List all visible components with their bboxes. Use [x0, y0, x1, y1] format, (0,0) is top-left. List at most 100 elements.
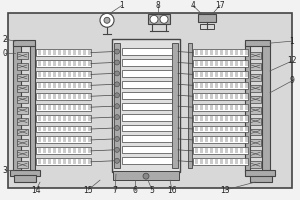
Bar: [10, 170, 40, 176]
Bar: [13, 40, 35, 46]
Bar: [230, 50, 233, 55]
Bar: [245, 116, 248, 121]
Bar: [210, 61, 213, 66]
Bar: [225, 72, 228, 77]
Bar: [205, 105, 208, 110]
Bar: [205, 50, 208, 55]
Bar: [68, 127, 71, 131]
Bar: [193, 49, 248, 56]
Bar: [17, 85, 28, 92]
Bar: [193, 136, 248, 143]
Bar: [220, 94, 223, 99]
Bar: [48, 50, 51, 55]
Bar: [58, 105, 61, 110]
Bar: [53, 61, 56, 66]
Circle shape: [150, 15, 158, 23]
Bar: [38, 94, 41, 99]
Bar: [193, 126, 248, 132]
Bar: [38, 50, 41, 55]
Bar: [210, 148, 213, 153]
Bar: [78, 137, 81, 142]
Bar: [193, 147, 248, 154]
Bar: [43, 116, 46, 121]
Circle shape: [115, 147, 119, 152]
Bar: [250, 74, 261, 81]
Bar: [78, 148, 81, 153]
Bar: [235, 127, 238, 131]
Bar: [36, 60, 91, 67]
Bar: [235, 105, 238, 110]
Bar: [53, 127, 56, 131]
Bar: [43, 159, 46, 164]
Bar: [225, 105, 228, 110]
Bar: [245, 127, 248, 131]
Bar: [220, 116, 223, 121]
Bar: [200, 137, 203, 142]
Bar: [36, 136, 91, 143]
Bar: [43, 94, 46, 99]
Bar: [172, 43, 178, 168]
Bar: [73, 61, 76, 66]
Bar: [240, 105, 243, 110]
Bar: [36, 71, 91, 78]
Bar: [245, 105, 248, 110]
Bar: [230, 83, 233, 88]
Bar: [48, 137, 51, 142]
Bar: [230, 148, 233, 153]
Bar: [215, 105, 218, 110]
Bar: [88, 137, 91, 142]
Bar: [210, 127, 213, 131]
Bar: [58, 137, 61, 142]
Bar: [43, 148, 46, 153]
Circle shape: [100, 13, 114, 27]
Bar: [63, 72, 66, 77]
Bar: [58, 159, 61, 164]
Bar: [88, 127, 91, 131]
Bar: [78, 72, 81, 77]
Text: 17: 17: [215, 1, 225, 10]
Bar: [83, 148, 86, 153]
Bar: [220, 105, 223, 110]
Text: 9: 9: [290, 76, 294, 85]
Bar: [83, 159, 86, 164]
Bar: [195, 50, 198, 55]
Bar: [88, 148, 91, 153]
Text: 15: 15: [83, 186, 93, 195]
Bar: [240, 50, 243, 55]
Circle shape: [115, 60, 119, 65]
Bar: [53, 105, 56, 110]
Bar: [83, 116, 86, 121]
Bar: [17, 139, 28, 146]
Bar: [210, 83, 213, 88]
Bar: [63, 148, 66, 153]
Bar: [78, 127, 81, 131]
Text: 1: 1: [290, 37, 294, 46]
Bar: [245, 94, 248, 99]
Bar: [205, 94, 208, 99]
Bar: [215, 72, 218, 77]
Bar: [230, 159, 233, 164]
Bar: [88, 159, 91, 164]
Bar: [210, 116, 213, 121]
Bar: [73, 116, 76, 121]
Bar: [200, 24, 214, 29]
Bar: [225, 159, 228, 164]
Bar: [230, 127, 233, 131]
Bar: [245, 83, 248, 88]
Bar: [195, 116, 198, 121]
Bar: [215, 137, 218, 142]
Bar: [235, 61, 238, 66]
Bar: [122, 125, 172, 131]
Bar: [250, 107, 261, 114]
Bar: [205, 127, 208, 131]
Bar: [53, 72, 56, 77]
Bar: [215, 127, 218, 131]
Bar: [225, 61, 228, 66]
Bar: [235, 72, 238, 77]
Bar: [245, 50, 248, 55]
Bar: [230, 137, 233, 142]
Bar: [38, 105, 41, 110]
Bar: [63, 116, 66, 121]
Bar: [78, 94, 81, 99]
Bar: [13, 43, 21, 172]
